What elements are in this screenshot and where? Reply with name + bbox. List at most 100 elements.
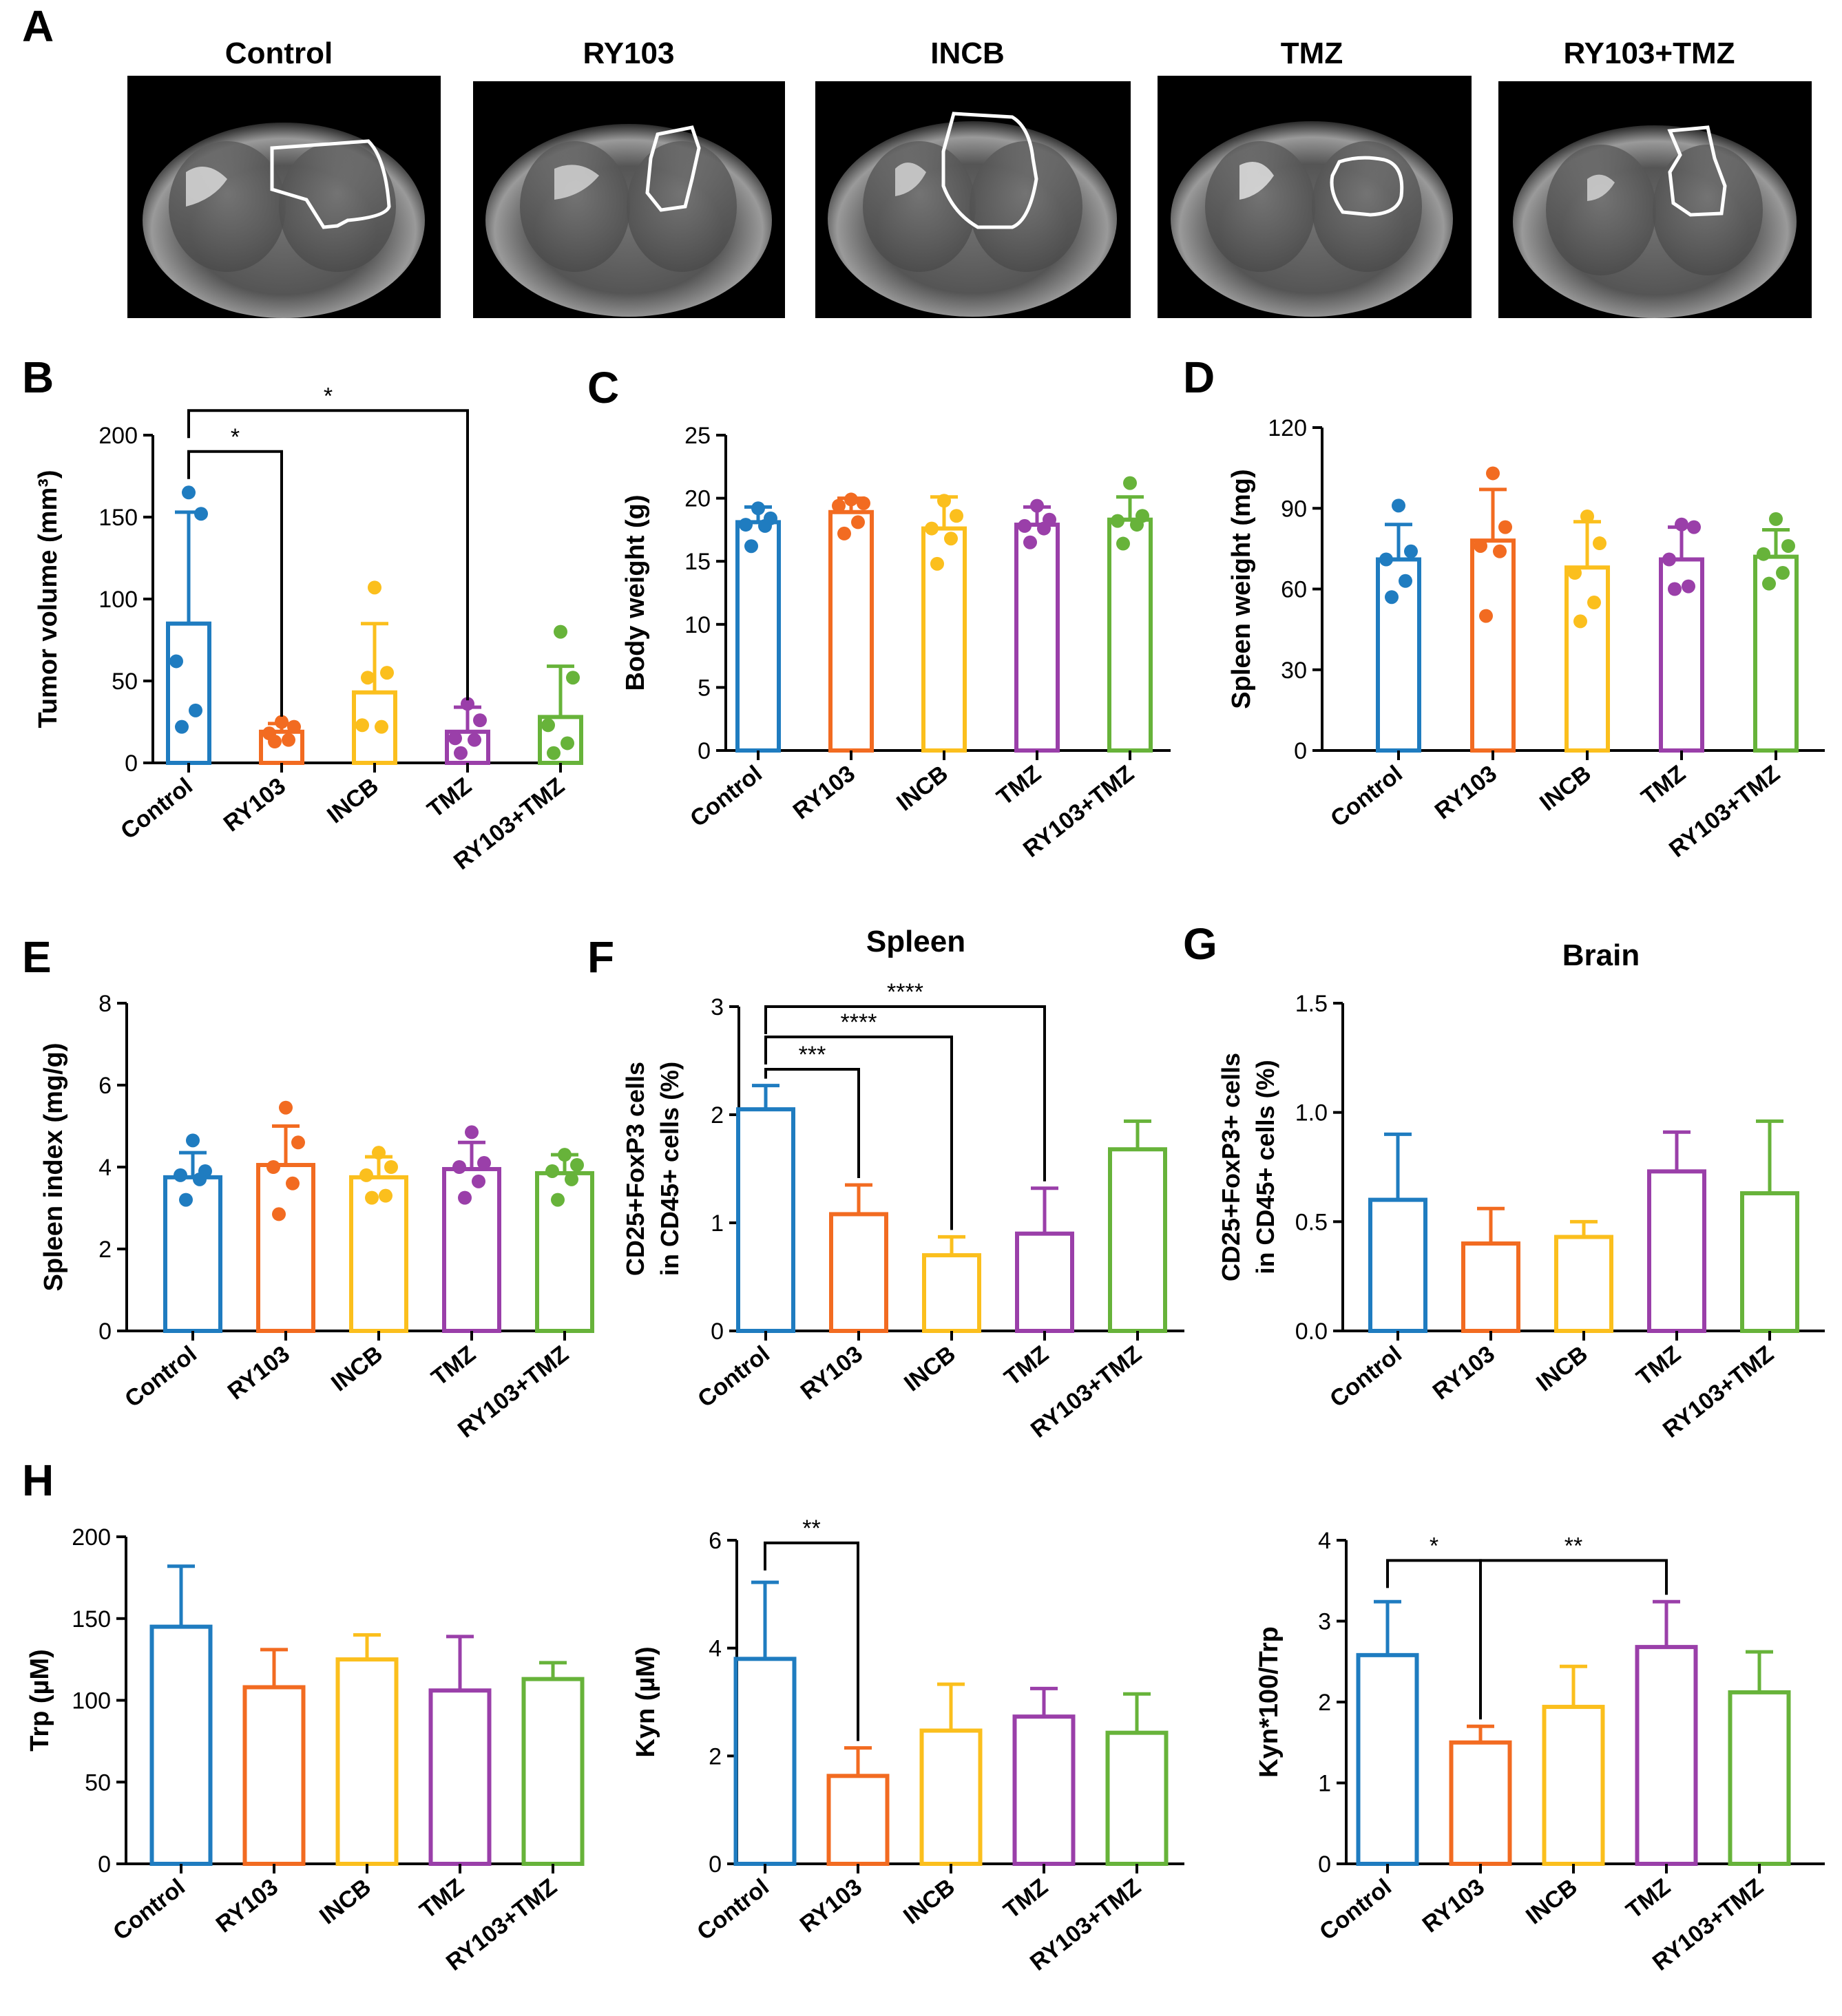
data-point (1687, 520, 1701, 534)
y-tick-label: 2 (98, 1237, 112, 1263)
tumor-outline (645, 125, 701, 212)
data-point (1675, 517, 1688, 532)
y-tick-label: 90 (1281, 496, 1307, 522)
y-axis-label: CD25+FoxP3 cells (621, 1062, 649, 1276)
chart-d-spleen-weight: D 0 30 60 90 120 Spleen weight (mg) Control RY10… (1183, 353, 1825, 863)
y-tick-label: 3 (1318, 1609, 1331, 1635)
y-tick-label: 4 (709, 1636, 722, 1662)
bar-ry103 (828, 510, 874, 753)
data-point (1580, 509, 1594, 523)
chart-c-body-weight: C 0 5 10 15 20 25 Body weight (g) Control RY103 IN… (587, 363, 1171, 863)
y-axis-label: Kyn*100/Trp (1255, 1626, 1284, 1778)
data-point (1030, 498, 1044, 513)
data-point (375, 720, 388, 734)
mri-label-ry103-tmz: RY103+TMZ (1563, 36, 1735, 70)
x-tick-label: RY103 (1418, 1873, 1489, 1938)
data-point (1037, 521, 1051, 536)
data-point (1111, 514, 1124, 528)
x-tick-label: RY103 (223, 1341, 295, 1405)
significance-bracket (1386, 1559, 1482, 1720)
data-point (1781, 538, 1795, 553)
y-tick-label: 20 (684, 486, 711, 512)
chart-title: Brain (1562, 938, 1640, 972)
bar-tmz (1012, 1714, 1076, 1866)
chart-e-spleen-index: E 0 2 4 6 8 Spleen index (mg/g) Control RY103 INC… (22, 932, 594, 1443)
data-point (291, 1135, 305, 1150)
y-tick-label: 1 (1318, 1771, 1331, 1797)
x-tick-label: INCB (899, 1873, 960, 1929)
data-point (472, 1174, 485, 1188)
data-point (1593, 536, 1606, 551)
data-point (1479, 609, 1493, 623)
bar-ry103-tmz (1108, 1147, 1167, 1333)
mri-image-ry103: RY103 (473, 36, 785, 318)
data-point (1116, 536, 1130, 551)
y-tick-label: 30 (1281, 658, 1307, 684)
significance-label: **** (841, 1009, 877, 1036)
data-point (1130, 518, 1144, 532)
y-tick-label: 0 (698, 738, 711, 764)
data-point (541, 718, 555, 733)
x-tick-label: TMZ (1636, 760, 1690, 810)
chart-g-brain-treg: G Brain 0.0 0.5 1.0 1.5 CD25+FoxP3+ cells in CD… (1183, 919, 1825, 1443)
y-tick-label: 4 (1318, 1528, 1331, 1554)
y-tick-label: 2 (711, 1102, 724, 1128)
data-point (944, 532, 958, 546)
y-tick-label: 1 (711, 1210, 724, 1237)
chart-f-spleen-treg: F Spleen 0 1 2 3 CD25+FoxP3 cells in CD45+ cell… (587, 925, 1184, 1443)
y-tick-label: 1.5 (1295, 991, 1328, 1017)
panel-letter: E (22, 932, 52, 982)
data-point (547, 746, 561, 760)
chart-title: Spleen (866, 925, 965, 958)
bar-incb (1554, 1235, 1613, 1333)
y-axis-label: CD25+FoxP3+ cells (1217, 1053, 1245, 1281)
data-point (545, 1164, 559, 1178)
y-axis-label: Spleen weight (mg) (1227, 469, 1256, 708)
data-point (477, 1156, 491, 1170)
bar-incb (335, 1657, 399, 1866)
bar-control (733, 1657, 797, 1866)
bar-ry103 (256, 1163, 315, 1334)
y-tick-label: 200 (72, 1524, 111, 1551)
significance-bracket (187, 409, 469, 701)
y-tick-label: 60 (1281, 577, 1307, 603)
x-tick-label: Control (685, 760, 767, 832)
data-point (175, 720, 189, 734)
mri-label-incb: INCB (930, 36, 1005, 70)
data-point (179, 1193, 193, 1207)
data-point (379, 1188, 393, 1203)
data-point (837, 526, 851, 540)
x-tick-label: RY103 (788, 760, 860, 824)
x-tick-label: Control (693, 1341, 775, 1412)
y-tick-label: 150 (98, 505, 138, 531)
data-point (751, 501, 765, 516)
bar-ry103 (1461, 1241, 1520, 1333)
data-point (355, 718, 369, 733)
x-tick-label: Control (120, 1341, 202, 1412)
y-tick-label: 8 (98, 991, 112, 1017)
bar-ry103-tmz (535, 1170, 594, 1334)
x-tick-label: Control (1325, 1341, 1407, 1412)
x-tick-label: TMZ (1631, 1341, 1685, 1391)
y-tick-label: 100 (98, 587, 138, 613)
tumor-outline (1667, 125, 1727, 217)
panel-letter: C (587, 363, 619, 412)
data-point (193, 1172, 207, 1186)
data-point (380, 666, 394, 680)
bar-incb (919, 1728, 983, 1866)
chart-b-tumor-volume: B 0 50 100 150 200 Tumor volume (mm³) Control RY… (22, 353, 583, 875)
y-tick-label: 0.5 (1295, 1209, 1328, 1235)
bar-ry103 (829, 1212, 888, 1333)
significance-bracket (187, 450, 283, 717)
x-tick-label: RY103 (795, 1873, 867, 1938)
data-point (937, 494, 951, 508)
y-tick-label: 2 (1318, 1690, 1331, 1716)
bar-ry103 (826, 1774, 890, 1866)
data-point (448, 731, 462, 746)
data-point (561, 736, 574, 750)
data-point (275, 715, 289, 729)
y-tick-label: 0 (98, 1319, 112, 1345)
significance-bracket (764, 1035, 953, 1230)
